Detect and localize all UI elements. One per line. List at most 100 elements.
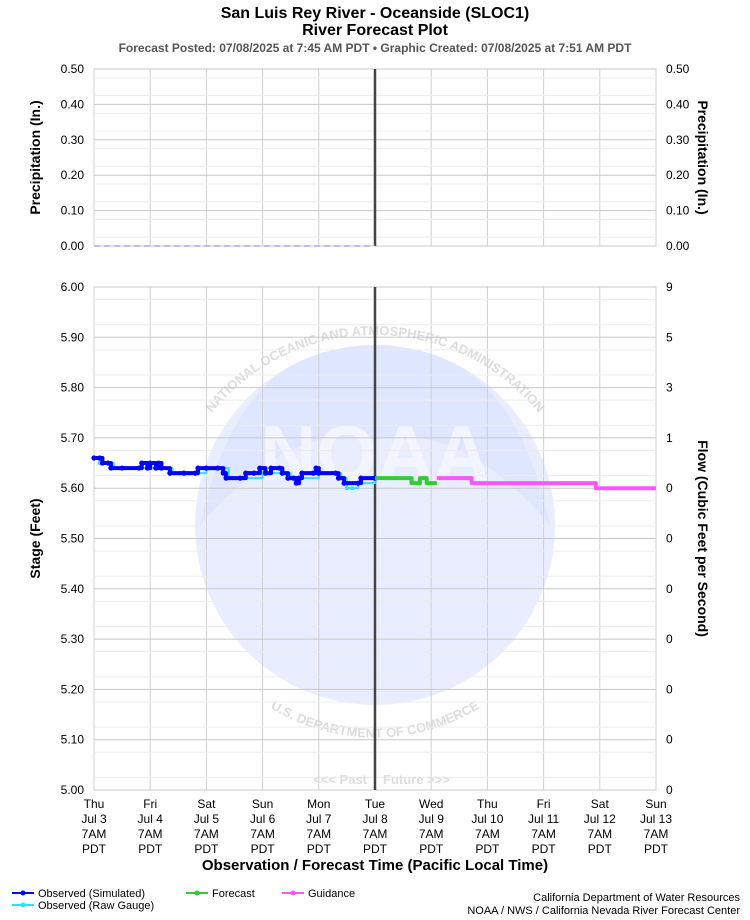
data-point-observed-simulated bbox=[333, 470, 339, 476]
x-tick-label-time: 7AM bbox=[531, 827, 556, 841]
stage-ytick-label-right: 0 bbox=[666, 783, 673, 797]
precip-ytick-label: 0.10 bbox=[61, 204, 85, 218]
x-tick-label-tz: PDT bbox=[138, 842, 163, 856]
data-point-observed-simulated bbox=[147, 460, 153, 466]
data-point-observed-simulated bbox=[276, 465, 283, 471]
x-tick-label-day: Sat bbox=[591, 797, 610, 811]
stage-ytick-label-right: 5 bbox=[666, 330, 673, 344]
x-tick-label-tz: PDT bbox=[194, 842, 219, 856]
x-tick-label-day: Sat bbox=[197, 797, 216, 811]
stage-ytick-label-right: 0 bbox=[666, 733, 673, 747]
data-point-observed-simulated bbox=[313, 465, 319, 471]
data-point-observed-simulated bbox=[119, 465, 125, 471]
x-tick-label-time: 7AM bbox=[587, 827, 612, 841]
data-point-observed-simulated bbox=[237, 475, 243, 481]
x-tick-label-day: Mon bbox=[307, 797, 330, 811]
stage-ytick-label-right: 0 bbox=[666, 532, 673, 546]
data-point-observed-simulated bbox=[220, 470, 226, 476]
stage-ytick-label: 5.60 bbox=[61, 481, 85, 495]
data-point-observed-simulated bbox=[310, 470, 316, 476]
data-point-observed-simulated bbox=[136, 465, 142, 471]
series-line-forecast bbox=[375, 476, 437, 486]
data-point-observed-simulated bbox=[158, 465, 165, 471]
stage-ytick-label: 5.10 bbox=[61, 733, 85, 747]
stage-ylabel-left: Stage (Feet) bbox=[27, 498, 43, 578]
x-tick-label-day: Tue bbox=[365, 797, 386, 811]
x-tick-label-tz: PDT bbox=[532, 842, 557, 856]
precipitation-panel: 0.50 0.50 0.40 0.40 0.30 0.30 0.20 0.20 0.10 0.10… bbox=[27, 62, 711, 253]
x-tick-label-date: Jul 9 bbox=[419, 812, 445, 826]
data-point-observed-simulated bbox=[108, 465, 114, 471]
data-point-observed-simulated bbox=[257, 465, 263, 471]
precip-ytick-label-right: 0.00 bbox=[666, 239, 690, 253]
stage-ytick-label-right: 0 bbox=[666, 682, 673, 696]
x-tick-label-tz: PDT bbox=[307, 842, 332, 856]
legend-swatch-dot-guidance bbox=[290, 890, 296, 896]
data-point-observed-raw-gauge bbox=[350, 486, 355, 491]
x-tick-label-time: 7AM bbox=[475, 827, 500, 841]
stage-ytick-label: 6.00 bbox=[61, 280, 85, 294]
x-tick-label-time: 7AM bbox=[82, 827, 107, 841]
data-point-observed-simulated bbox=[279, 470, 285, 476]
precip-ytick-label-right: 0.40 bbox=[666, 97, 690, 111]
data-point-observed-simulated bbox=[262, 470, 269, 476]
legend-swatch-dot-observed-simulated bbox=[20, 890, 26, 896]
credit-nws: NOAA / NWS / California Nevada River For… bbox=[467, 905, 740, 917]
data-point-observed-simulated bbox=[215, 465, 221, 471]
legend: Observed (Simulated)Observed (Raw Gauge)… bbox=[12, 888, 355, 912]
x-tick-label-time: 7AM bbox=[138, 827, 163, 841]
x-tick-label-tz: PDT bbox=[644, 842, 669, 856]
data-point-observed-simulated bbox=[251, 470, 257, 476]
series-forecast bbox=[375, 476, 437, 486]
series-line-guidance bbox=[436, 476, 656, 491]
data-point-observed-simulated bbox=[91, 455, 97, 461]
x-tick-label-time: 7AM bbox=[419, 827, 444, 841]
data-point-observed-simulated bbox=[144, 465, 150, 471]
x-tick-label-date: Jul 13 bbox=[640, 812, 672, 826]
stage-ytick-label-right: 0 bbox=[666, 632, 673, 646]
x-tick-label-date: Jul 12 bbox=[584, 812, 616, 826]
past-label: <<< Past bbox=[313, 772, 368, 787]
x-tick-label-tz: PDT bbox=[82, 842, 107, 856]
legend-label-forecast: Forecast bbox=[212, 888, 255, 900]
stage-ytick-label-right: 0 bbox=[666, 481, 673, 495]
precip-ylabel-left: Precipitation (In.) bbox=[27, 100, 43, 214]
x-tick-label-date: Jul 4 bbox=[138, 812, 164, 826]
data-point-observed-simulated bbox=[195, 465, 201, 471]
x-tick-label-date: Jul 10 bbox=[471, 812, 503, 826]
x-tick-label-day: Fri bbox=[537, 797, 551, 811]
precip-ytick-label: 0.40 bbox=[61, 97, 85, 111]
x-tick-label-time: 7AM bbox=[194, 827, 219, 841]
data-point-observed-simulated bbox=[167, 470, 173, 476]
x-tick-label-date: Jul 6 bbox=[250, 812, 276, 826]
stage-ytick-label: 5.50 bbox=[61, 532, 85, 546]
data-point-observed-simulated bbox=[341, 480, 347, 486]
data-point-observed-simulated bbox=[355, 480, 361, 486]
x-tick-label-date: Jul 3 bbox=[81, 812, 107, 826]
data-point-observed-simulated bbox=[139, 460, 145, 466]
stage-ytick-label: 5.70 bbox=[61, 431, 85, 445]
x-tick-label-time: 7AM bbox=[644, 827, 669, 841]
x-axis-label: Observation / Forecast Time (Pacific Loc… bbox=[202, 857, 548, 874]
x-tick-label-tz: PDT bbox=[251, 842, 276, 856]
data-point-observed-simulated bbox=[285, 475, 291, 481]
x-tick-label-day: Sun bbox=[645, 797, 666, 811]
data-point-observed-simulated bbox=[296, 475, 302, 481]
data-point-observed-simulated bbox=[223, 475, 229, 481]
chart-title: San Luis Rey River - Oceanside (SLOC1) bbox=[221, 5, 530, 22]
legend-label-guidance: Guidance bbox=[308, 888, 355, 900]
stage-ytick-label-right: 3 bbox=[666, 381, 673, 395]
precip-ytick-label: 0.50 bbox=[61, 62, 85, 76]
data-point-observed-simulated bbox=[97, 455, 103, 461]
x-tick-label-day: Wed bbox=[419, 797, 443, 811]
x-tick-label-time: 7AM bbox=[306, 827, 331, 841]
stage-ytick-label-right: 1 bbox=[666, 431, 673, 445]
precip-ytick-label: 0.00 bbox=[61, 239, 85, 253]
data-point-observed-simulated bbox=[153, 465, 159, 471]
x-tick-label-time: 7AM bbox=[250, 827, 275, 841]
x-tick-label-day: Sun bbox=[252, 797, 273, 811]
data-point-observed-simulated bbox=[316, 470, 322, 476]
x-tick-label-tz: PDT bbox=[363, 842, 388, 856]
data-point-observed-simulated bbox=[243, 470, 249, 476]
